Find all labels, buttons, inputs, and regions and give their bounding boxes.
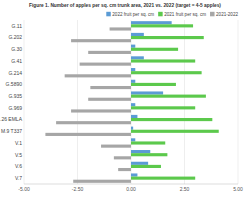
bar	[131, 115, 137, 118]
bar	[131, 150, 150, 153]
category-label: G.41	[11, 58, 22, 64]
bar	[131, 103, 135, 106]
bar	[131, 59, 195, 62]
category-label: M.9 T337	[1, 128, 22, 134]
bar	[131, 33, 144, 36]
category-label: V.6	[15, 163, 22, 169]
bar	[80, 63, 131, 66]
bar	[131, 48, 178, 51]
grid-line	[184, 20, 185, 184]
category-label: G.5890	[6, 81, 23, 87]
bar	[131, 21, 172, 24]
bar	[56, 121, 131, 124]
bar	[131, 68, 135, 71]
category-label: V.7	[15, 175, 22, 181]
bar	[131, 24, 193, 27]
tick-label: 5.00	[233, 186, 243, 192]
bar	[71, 39, 131, 42]
legend-label: 2021 fruit per sq. cm	[164, 12, 206, 17]
bar	[131, 45, 135, 48]
tick-label: 2.50	[180, 186, 190, 192]
tick-label: -2.50	[72, 186, 84, 192]
legend-swatch	[106, 12, 111, 16]
bar	[131, 162, 148, 165]
bar	[131, 95, 206, 98]
bar	[73, 180, 131, 183]
bar	[131, 118, 212, 121]
category-label: G.214	[8, 70, 22, 76]
bar	[131, 91, 163, 94]
bar	[45, 133, 131, 136]
grid-line	[238, 20, 239, 184]
bar	[131, 36, 204, 39]
bar	[88, 51, 131, 54]
category-label: V.1	[15, 140, 22, 146]
bar	[131, 138, 135, 141]
category-label: G.202	[8, 34, 22, 40]
bars	[45, 21, 218, 183]
bar	[131, 56, 144, 59]
bar	[131, 106, 195, 109]
bar	[131, 153, 167, 156]
bar	[131, 127, 133, 130]
category-label: V.5	[15, 152, 22, 158]
tick-label: 0.00	[126, 186, 136, 192]
tick-label: -5.00	[18, 186, 30, 192]
bar	[110, 27, 131, 30]
bar	[118, 168, 131, 171]
legend: 2021-2022 2021 fruit per sq. cm 2022 fruit…	[106, 12, 238, 17]
legend-swatch	[158, 12, 163, 16]
legend-label: 2022 fruit per sq. cm	[112, 12, 154, 17]
bar	[101, 145, 131, 148]
title: Figure 1. Number of apples per sq. cm tr…	[29, 3, 221, 8]
bar	[88, 98, 131, 101]
bar	[65, 74, 131, 77]
bar	[71, 109, 131, 112]
category-label: G.935	[8, 93, 22, 99]
bar	[131, 173, 137, 176]
category-label: .26 EMLA	[0, 116, 23, 122]
bar	[131, 141, 165, 144]
category-label: G.30	[11, 46, 22, 52]
category-label: G.969	[8, 105, 22, 111]
legend-label: 2021-2022	[216, 12, 238, 17]
legend-swatch	[210, 12, 215, 16]
x-axis	[24, 184, 238, 185]
bar	[114, 156, 131, 159]
bar	[131, 83, 176, 86]
bar	[90, 86, 131, 89]
bar	[131, 71, 202, 74]
grid-line	[77, 20, 78, 184]
bar	[131, 177, 195, 180]
category-label: G.11	[12, 23, 23, 29]
bar	[131, 130, 219, 133]
bar	[131, 80, 135, 83]
grid-line	[24, 20, 25, 184]
chart: Figure 1. Number of apples per sq. cm tr…	[0, 0, 250, 200]
bar	[131, 165, 161, 168]
